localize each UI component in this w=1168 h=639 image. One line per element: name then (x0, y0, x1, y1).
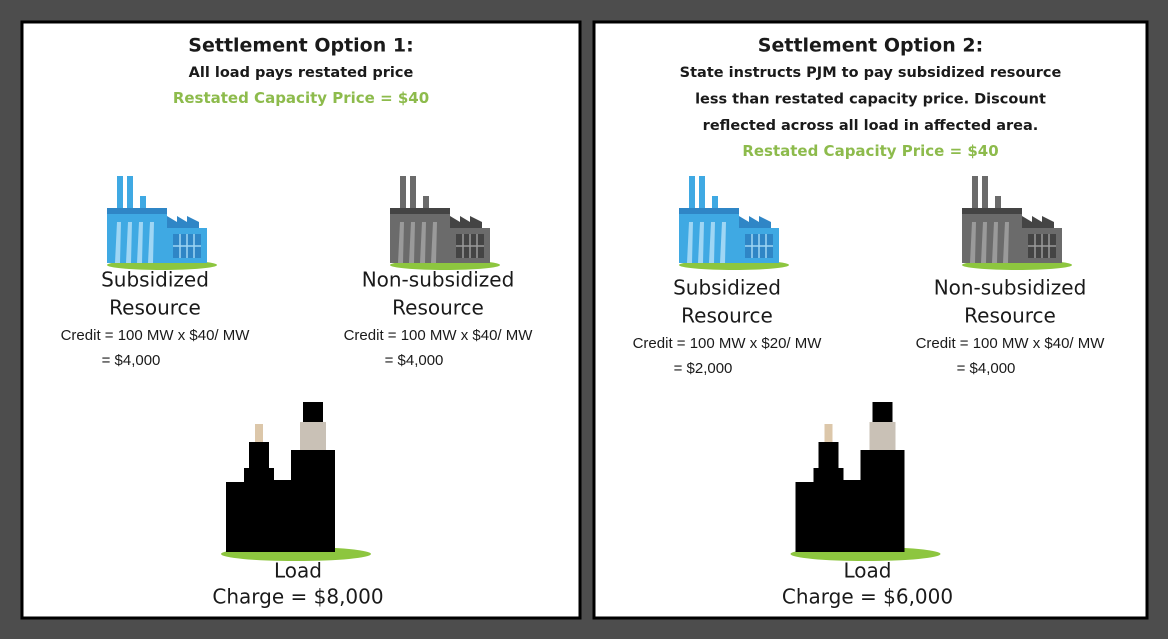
credit: Credit = 100 MW x $40/ MW (61, 327, 251, 344)
description: reflected across all load in affected ar… (703, 118, 1039, 134)
description: State instructs PJM to pay subsidized re… (680, 65, 1062, 81)
load-label: Load (274, 559, 322, 583)
credit: Credit = 100 MW x $20/ MW (633, 335, 823, 352)
panels: Settlement Option 1: All load pays restat… (22, 22, 1147, 618)
credit: Credit = 100 MW x $40/ MW (344, 327, 534, 344)
credit: = $4,000 (385, 352, 444, 369)
price: Restated Capacity Price = $40 (173, 89, 429, 107)
credit: Credit = 100 MW x $40/ MW (916, 335, 1106, 352)
panel-title: Settlement Option 1: (188, 35, 413, 57)
resource-name: Resource (681, 304, 773, 328)
panel-title: Settlement Option 2: (758, 35, 983, 57)
description: All load pays restated price (189, 65, 414, 81)
load-label: Load (844, 559, 892, 583)
panel: Settlement Option 1: All load pays restat… (22, 22, 580, 618)
credit: = $2,000 (674, 360, 733, 377)
panel: Settlement Option 2: State instructs PJM … (594, 22, 1147, 618)
resource-name: Resource (109, 296, 201, 320)
resource-name: Subsidized (101, 268, 209, 292)
diagram: Settlement Option 1: All load pays restat… (0, 0, 1168, 639)
description: less than restated capacity price. Disco… (695, 92, 1046, 108)
resource-name: Non-subsidized (934, 276, 1087, 300)
load-charge: Charge = $8,000 (212, 585, 383, 609)
load-charge: Charge = $6,000 (782, 585, 953, 609)
credit: = $4,000 (102, 352, 161, 369)
resource-name: Subsidized (673, 276, 781, 300)
resource-name: Resource (392, 296, 484, 320)
resource-name: Non-subsidized (362, 268, 515, 292)
credit: = $4,000 (957, 360, 1016, 377)
resource-name: Resource (964, 304, 1056, 328)
price: Restated Capacity Price = $40 (742, 142, 998, 160)
